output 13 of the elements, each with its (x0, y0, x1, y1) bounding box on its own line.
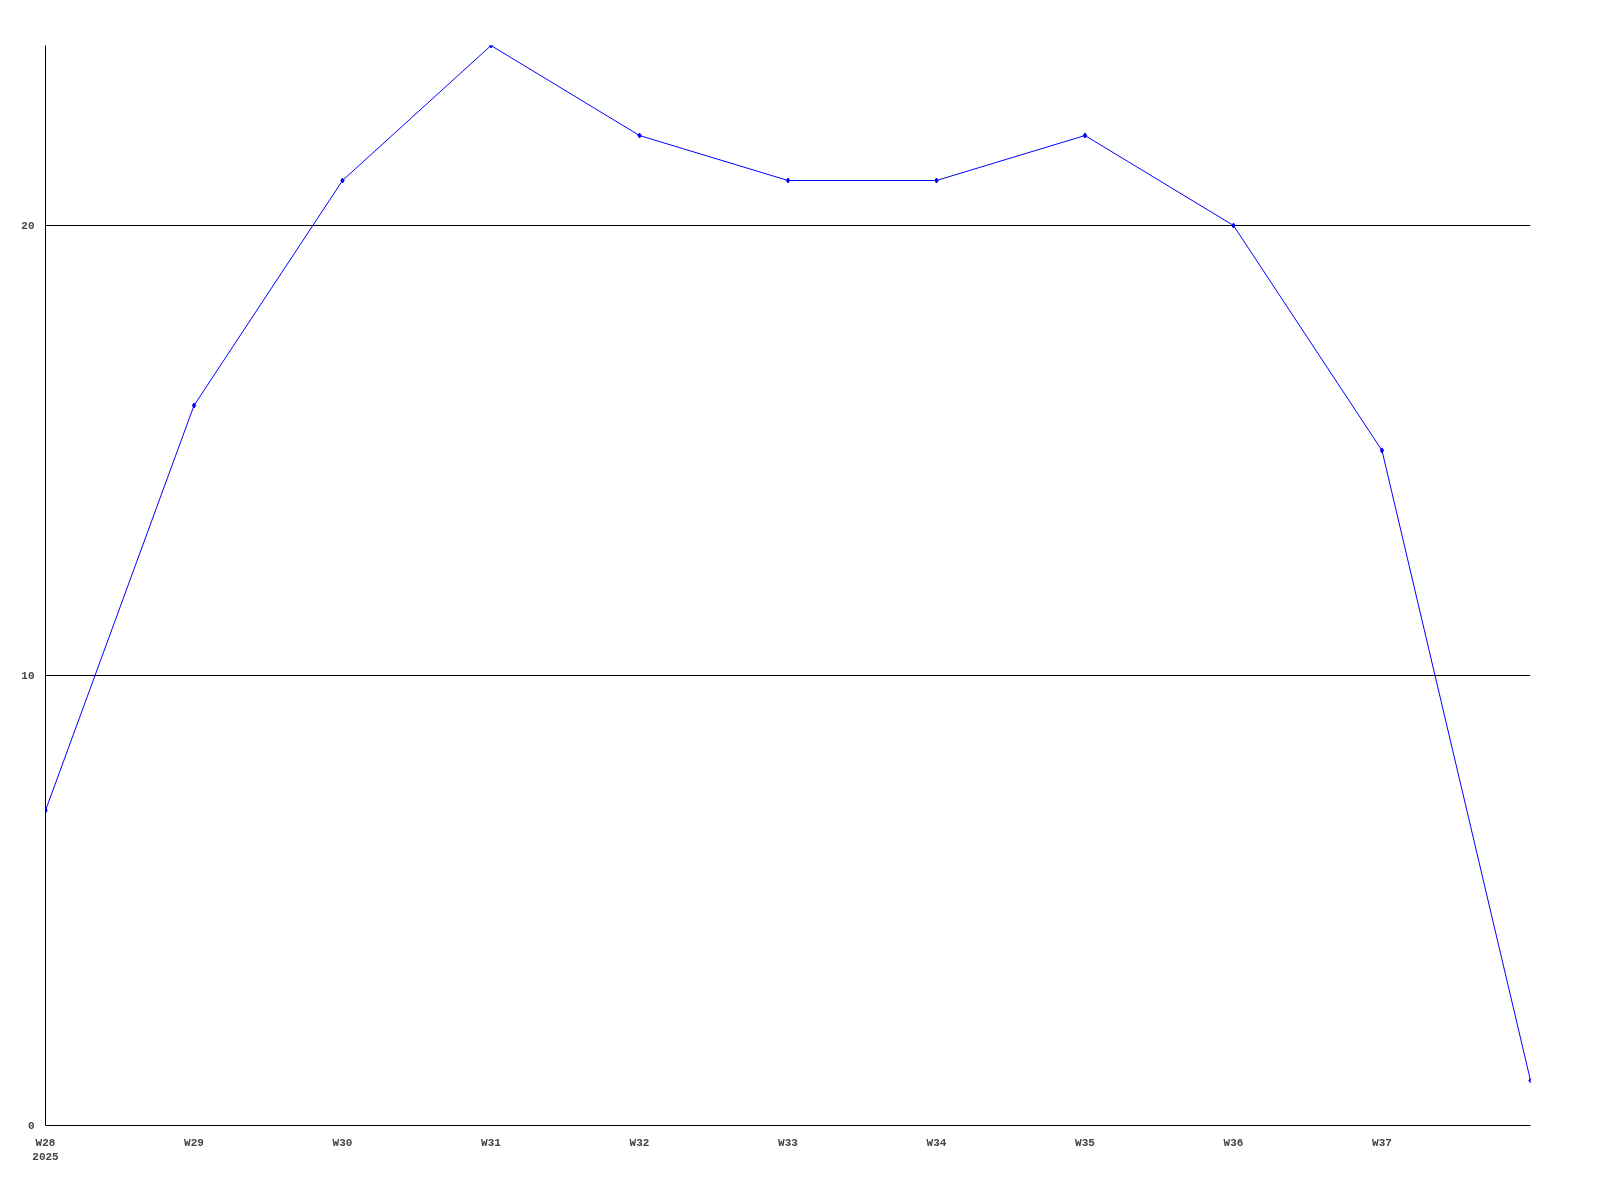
x-tick-label: W34 (926, 1136, 947, 1149)
x-tick-label: W29 (184, 1136, 204, 1149)
y-tick-label: 10 (21, 670, 35, 682)
y-tick-label: 20 (21, 220, 35, 232)
x-tick-label: W36 (1223, 1136, 1244, 1149)
x-tick-label: W32 (629, 1136, 650, 1149)
x-tick-label: W37 (1372, 1136, 1392, 1149)
y-tick-label: 0 (27, 1120, 35, 1132)
x-tick-label: W28 2025 (32, 1136, 60, 1163)
x-tick-label: W31 (481, 1136, 502, 1149)
x-tick-label: W30 (332, 1136, 353, 1149)
x-tick-label: W35 (1075, 1136, 1096, 1149)
x-tick-label: W33 (778, 1136, 799, 1149)
